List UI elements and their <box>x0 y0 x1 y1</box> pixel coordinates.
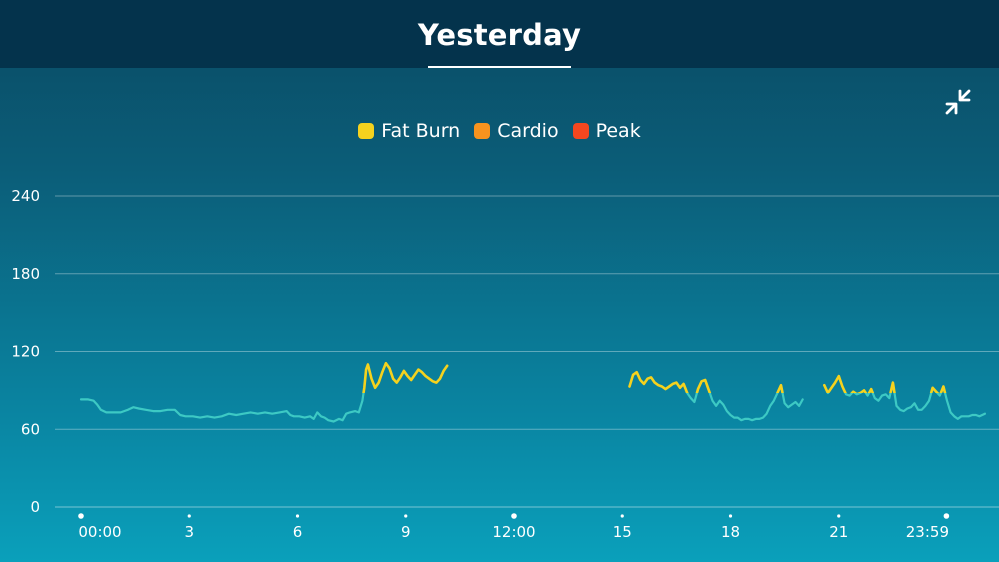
page-title: Yesterday <box>417 18 582 52</box>
x-tick-label: 15 <box>613 523 632 541</box>
y-tick-label: 0 <box>30 498 40 516</box>
legend-swatch-peak <box>572 123 589 139</box>
x-tick-dot <box>943 513 950 519</box>
legend-item-fat-burn: Fat Burn <box>358 120 460 142</box>
heart-rate-line-1-fat-burn <box>362 361 449 393</box>
y-tick-label: 60 <box>21 420 40 438</box>
x-tick-dot <box>728 514 733 518</box>
x-tick-dot <box>295 514 300 518</box>
heart-rate-line-2-resting <box>686 392 804 422</box>
header-bar <box>0 0 999 68</box>
heart-rate-line-1-resting <box>79 392 365 423</box>
legend-item-peak: Peak <box>572 120 641 142</box>
x-tick-dot <box>511 513 517 519</box>
legend-swatch-fat-burn <box>358 123 375 139</box>
legend-label-cardio: Cardio <box>497 120 559 142</box>
x-tick-dot <box>837 514 841 518</box>
x-tick-dot <box>78 513 84 519</box>
y-tick-label: 120 <box>11 343 40 361</box>
x-tick-label: 3 <box>184 523 194 541</box>
legend-label-fat-burn: Fat Burn <box>381 120 461 142</box>
heart-rate-line-2-fat-burn <box>628 370 784 393</box>
y-tick-label: 240 <box>11 187 40 205</box>
heart-rate-line-3-resting <box>826 392 986 420</box>
y-tick-label: 180 <box>11 265 40 283</box>
x-tick-label: 21 <box>829 523 848 541</box>
collapse-arrows-icon[interactable] <box>944 88 972 116</box>
x-tick-dot <box>187 514 191 518</box>
x-tick-label: 12:00 <box>492 523 535 541</box>
x-tick-dot <box>404 514 408 518</box>
x-tick-label: 18 <box>721 523 740 541</box>
x-tick-label: 23:59 <box>906 523 949 541</box>
legend-item-cardio: Cardio <box>474 120 559 142</box>
x-tick-label: 6 <box>293 523 303 541</box>
x-tick-label: 9 <box>401 523 411 541</box>
chart-legend: Fat Burn Cardio Peak <box>0 120 999 142</box>
legend-swatch-cardio <box>474 123 491 139</box>
x-tick-dot <box>620 514 624 518</box>
x-tick-label: 00:00 <box>78 523 121 541</box>
heart-rate-line-3-fat-burn <box>823 374 947 393</box>
title-underline <box>428 66 571 68</box>
legend-label-peak: Peak <box>595 120 641 142</box>
